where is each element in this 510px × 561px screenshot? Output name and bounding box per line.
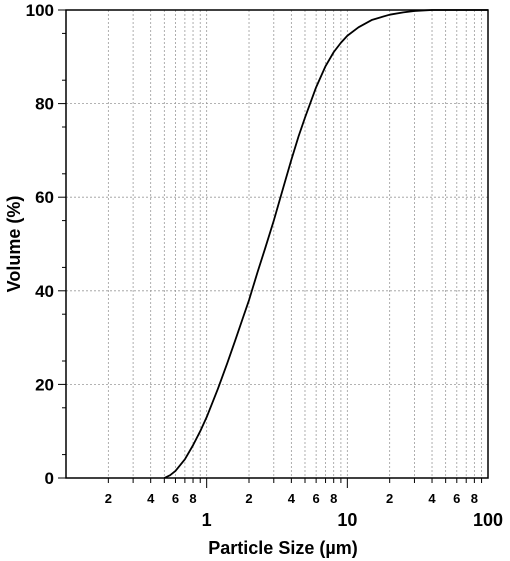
x-major-tick-label: 1 <box>202 510 212 530</box>
x-minor-tick-label: 8 <box>471 491 478 506</box>
x-minor-tick-label: 2 <box>245 491 252 506</box>
axes <box>58 9 489 488</box>
x-minor-tick-label: 4 <box>288 491 296 506</box>
x-minor-tick-label: 2 <box>386 491 393 506</box>
x-axis-title: Particle Size (µm) <box>208 538 357 558</box>
y-tick-label: 20 <box>35 375 54 394</box>
grid-lines <box>66 10 488 478</box>
x-minor-tick-label: 6 <box>172 491 179 506</box>
y-tick-label: 60 <box>35 188 54 207</box>
plot-frame <box>65 9 489 479</box>
series-line <box>163 9 488 479</box>
series-layer <box>163 9 488 479</box>
x-minor-tick-label: 4 <box>428 491 436 506</box>
x-minor-tick-label: 2 <box>105 491 112 506</box>
y-tick-label: 0 <box>45 469 54 488</box>
y-tick-label: 100 <box>26 1 54 20</box>
x-minor-tick-label: 6 <box>313 491 320 506</box>
x-minor-tick-label: 6 <box>453 491 460 506</box>
x-major-tick-label: 10 <box>337 510 357 530</box>
x-minor-tick-label: 4 <box>147 491 155 506</box>
y-tick-label: 40 <box>35 282 54 301</box>
x-minor-tick-label: 8 <box>330 491 337 506</box>
y-tick-label: 80 <box>35 95 54 114</box>
y-axis-title: Volume (%) <box>4 196 24 293</box>
x-minor-tick-label: 8 <box>189 491 196 506</box>
x-major-tick-label: 100 <box>473 510 503 530</box>
